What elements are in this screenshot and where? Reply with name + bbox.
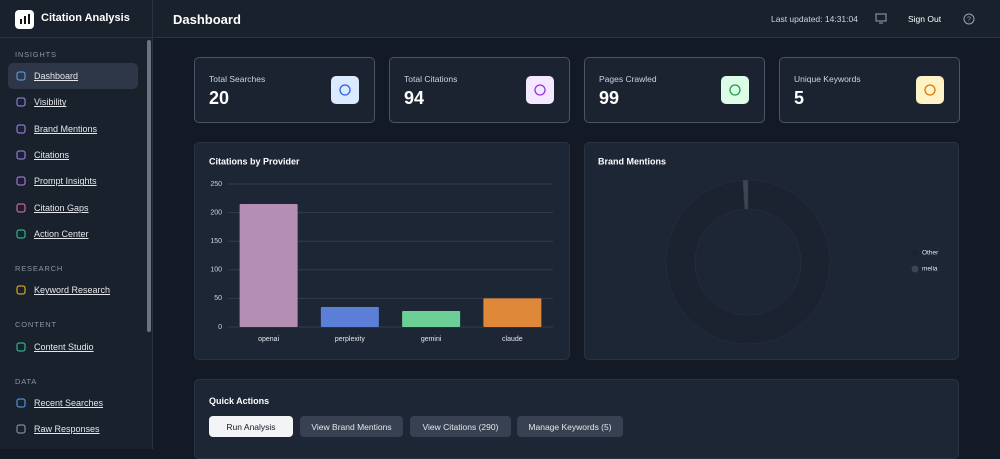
action-button[interactable]: View Brand Mentions	[300, 416, 403, 437]
icon-glyph	[339, 84, 351, 96]
icon-shape	[16, 342, 26, 352]
nav-label: Visibility	[34, 97, 67, 108]
sign-out[interactable]: Sign Out	[908, 14, 942, 24]
nav-icon	[16, 203, 26, 213]
stat-card: Unique Keywords 5	[779, 57, 960, 123]
icon-shape	[16, 124, 26, 134]
icon-shape	[16, 398, 26, 408]
nav-label: Citations	[34, 150, 70, 161]
icon-shape	[16, 150, 26, 160]
icon-glyph	[729, 84, 741, 96]
nav-icon	[16, 285, 26, 295]
stat-label: Total Citations	[404, 74, 458, 84]
nav-item[interactable]: Action Center	[0, 221, 138, 247]
stat-label: Total Searches	[209, 74, 266, 84]
icon-shape	[16, 71, 26, 81]
nav: INSIGHTS Dashboard Visibility Brand Mention…	[0, 47, 145, 442]
nav-heading: DATA	[15, 376, 38, 386]
logo	[15, 10, 34, 29]
nav-item[interactable]: Dashboard	[8, 63, 138, 90]
nav-label: Raw Responses	[34, 424, 100, 435]
nav-icon	[16, 176, 26, 186]
nav-icon	[16, 342, 26, 352]
icon-shape	[16, 176, 26, 186]
nav-item[interactable]: Keyword Research	[0, 277, 138, 303]
nav-item[interactable]: Prompt Insights	[0, 168, 138, 194]
nav-item[interactable]: Citation Gaps	[0, 194, 138, 220]
nav-item[interactable]: Visibility	[0, 89, 138, 115]
svg-text:?: ?	[967, 16, 971, 23]
icon-bg	[916, 76, 944, 104]
nav-icon	[16, 424, 26, 434]
nav-label: Action Center	[34, 228, 89, 239]
stat-icon	[916, 76, 944, 104]
brand: Citation Analysis	[0, 0, 153, 38]
scrollbar	[147, 40, 151, 332]
stat-card: Total Searches 20	[194, 57, 375, 123]
stat-label: Pages Crawled	[599, 74, 657, 84]
stat-card: Pages Crawled 99	[584, 57, 765, 123]
icon-glyph	[534, 84, 546, 96]
icon-bg	[331, 76, 359, 104]
topbar: Dashboard Last updated: 14:31:04 Sign Ou…	[153, 0, 1000, 38]
page-title: Dashboard	[173, 12, 241, 27]
stat-icon	[526, 76, 554, 104]
nav-icon	[16, 124, 26, 134]
icon-shape	[16, 229, 26, 239]
icon-shape	[16, 285, 26, 295]
nav-label: Citation Gaps	[34, 202, 89, 213]
nav-label: Content Studio	[34, 341, 94, 352]
nav-item[interactable]: Citations	[0, 142, 138, 168]
stat-label: Unique Keywords	[794, 74, 861, 84]
nav-item[interactable]: Brand Mentions	[0, 116, 138, 142]
nav-heading: CONTENT	[15, 320, 57, 330]
nav-item[interactable]: Raw Responses	[0, 416, 138, 442]
icon-shape	[16, 424, 26, 434]
nav-heading: RESEARCH	[15, 264, 64, 274]
nav-item[interactable]: Recent Searches	[0, 390, 138, 416]
nav-icon	[16, 398, 26, 408]
nav-icon	[16, 229, 26, 239]
nav-label: Dashboard	[34, 71, 79, 82]
nav-icon	[16, 150, 26, 160]
nav-item[interactable]: Content Studio	[0, 333, 138, 359]
nav-icon	[16, 97, 26, 107]
brand-title: Citation Analysis	[41, 12, 130, 24]
nav-label: Keyword Research	[34, 285, 111, 296]
nav-icon	[16, 71, 26, 81]
help-icon[interactable]: ?	[963, 13, 975, 25]
stat-value: 5	[794, 88, 805, 108]
icon-shape	[16, 203, 26, 213]
bar-panel	[194, 142, 570, 360]
stat-value: 99	[599, 88, 620, 108]
action-button[interactable]: View Citations (290)	[410, 416, 511, 437]
stat-card: Total Citations 94	[389, 57, 570, 123]
icon-shape	[16, 97, 26, 107]
action-button[interactable]: Manage Keywords (5)	[517, 416, 623, 437]
quick-actions-title: Quick Actions	[209, 396, 270, 406]
nav-heading: INSIGHTS	[15, 50, 57, 59]
nav-label: Brand Mentions	[34, 123, 98, 134]
icon-bg	[721, 76, 749, 104]
monitor-icon[interactable]	[875, 13, 887, 24]
icon-glyph	[924, 84, 936, 96]
icon-bg	[526, 76, 554, 104]
sidebar: Citation Analysis INSIGHTS Dashboard Visib…	[0, 0, 153, 449]
stat-icon	[721, 76, 749, 104]
action-button[interactable]: Run Analysis	[209, 416, 293, 437]
stat-value: 20	[209, 88, 230, 108]
donut-panel	[584, 142, 959, 360]
stat-icon	[331, 76, 359, 104]
nav-label: Recent Searches	[34, 397, 104, 408]
nav-label: Prompt Insights	[34, 176, 97, 187]
stat-value: 94	[404, 88, 425, 108]
last-updated: Last updated: 14:31:04	[771, 14, 858, 24]
